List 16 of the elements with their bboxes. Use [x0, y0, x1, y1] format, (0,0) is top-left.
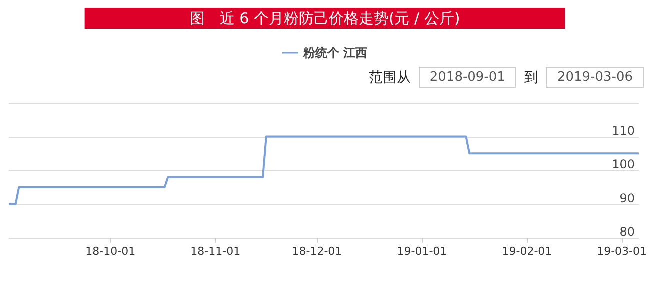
date-field: 2019-03-06 [546, 67, 644, 88]
legend-label: 粉统个 江西 [302, 46, 368, 60]
x-tick-label: 19-02-01 [502, 245, 552, 258]
text: 到 [524, 68, 538, 86]
y-tick-label: 80 [620, 225, 635, 239]
x-tick-label: 19-03-01 [597, 245, 648, 258]
text: 范围从 [368, 68, 411, 86]
y-tick-label: 90 [620, 191, 635, 206]
x-tick-label: 18-12-01 [292, 245, 342, 258]
x-tick-label: 18-10-01 [86, 245, 136, 258]
x-tick-label: 19-01-01 [397, 245, 448, 258]
y-tick-label: 100 [612, 158, 635, 172]
x-tick-label: 18-11-01 [190, 245, 241, 258]
y-tick-label: 110 [612, 124, 635, 138]
date-field: 2018-09-01 [418, 67, 516, 88]
chart-title: 图 近 6 个月粉防己价格走势(元 / 公斤) [190, 10, 460, 28]
